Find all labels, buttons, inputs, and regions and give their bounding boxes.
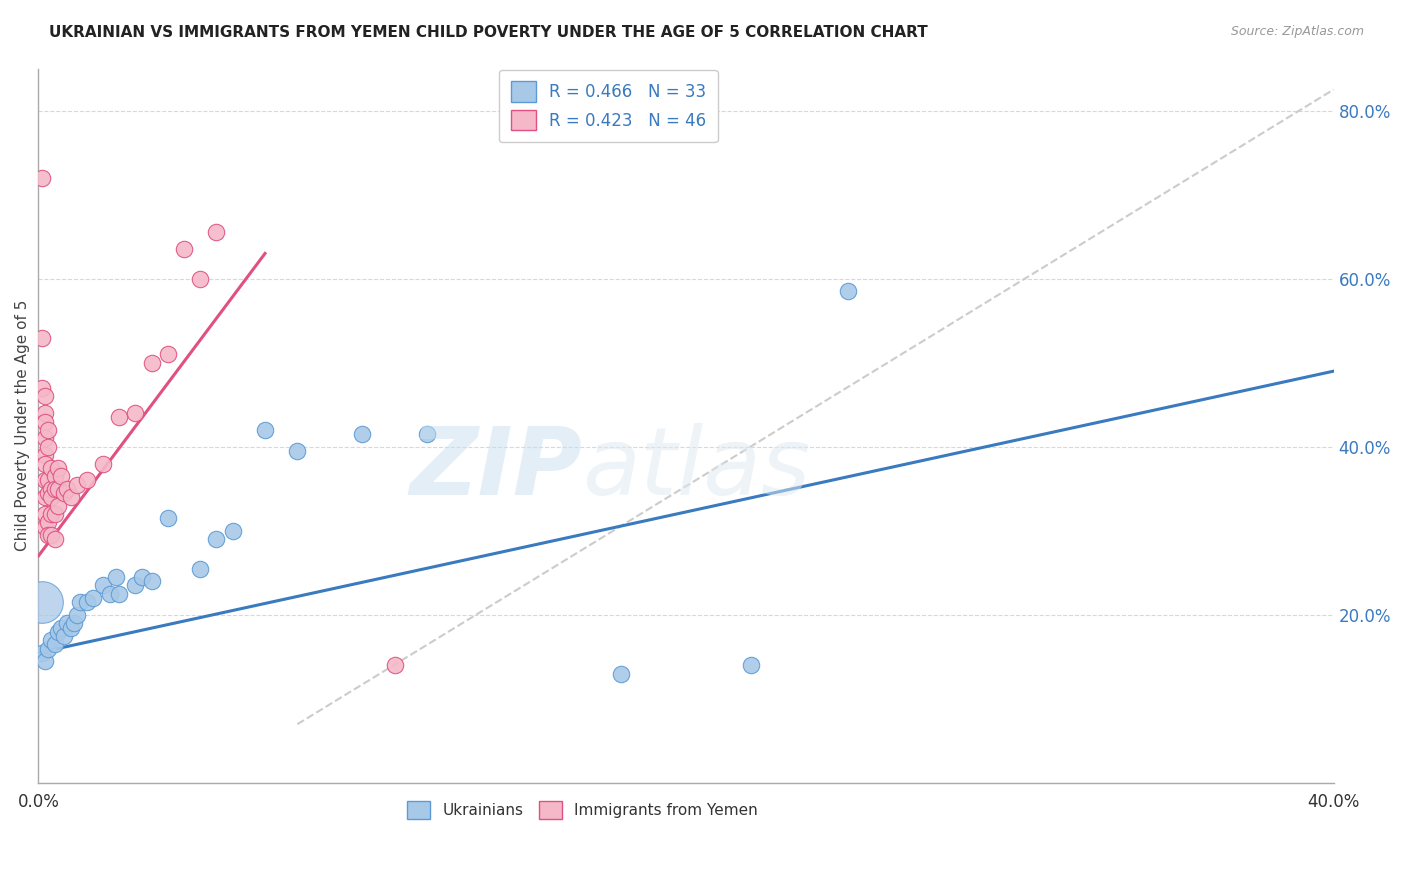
Point — [39, 460, 62, 475]
Point — [253, 423, 276, 437]
Legend: Ukrainians, Immigrants from Yemen: Ukrainians, Immigrants from Yemen — [401, 795, 763, 825]
Point — [34, 474, 56, 488]
Point — [31, 170, 53, 185]
Point — [141, 356, 163, 370]
Point — [37, 641, 59, 656]
Point — [53, 629, 76, 643]
Point — [39, 482, 62, 496]
Point — [34, 406, 56, 420]
Point — [44, 482, 66, 496]
Point — [46, 624, 69, 639]
Point — [37, 423, 59, 437]
Point — [221, 524, 243, 538]
Point — [34, 431, 56, 445]
Point — [37, 486, 59, 500]
Point — [34, 389, 56, 403]
Point — [105, 570, 128, 584]
Point — [34, 448, 56, 462]
Point — [156, 347, 179, 361]
Text: Source: ZipAtlas.com: Source: ZipAtlas.com — [1230, 25, 1364, 38]
Point — [352, 427, 374, 442]
Point — [39, 490, 62, 504]
Point — [39, 633, 62, 648]
Point — [31, 330, 53, 344]
Point — [49, 469, 72, 483]
Text: ZIP: ZIP — [409, 423, 582, 515]
Point — [108, 410, 131, 425]
Point — [46, 482, 69, 496]
Point — [34, 654, 56, 668]
Text: UKRAINIAN VS IMMIGRANTS FROM YEMEN CHILD POVERTY UNDER THE AGE OF 5 CORRELATION : UKRAINIAN VS IMMIGRANTS FROM YEMEN CHILD… — [49, 25, 928, 40]
Point — [34, 457, 56, 471]
Point — [44, 637, 66, 651]
Point — [156, 511, 179, 525]
Point — [63, 616, 86, 631]
Point — [31, 595, 53, 609]
Point — [91, 578, 114, 592]
Point — [837, 285, 859, 299]
Point — [34, 415, 56, 429]
Point — [610, 666, 633, 681]
Point — [53, 486, 76, 500]
Point — [76, 595, 98, 609]
Point — [141, 574, 163, 589]
Point — [31, 646, 53, 660]
Point — [66, 607, 89, 622]
Point — [39, 528, 62, 542]
Point — [49, 621, 72, 635]
Point — [173, 242, 195, 256]
Point — [31, 381, 53, 395]
Point — [69, 595, 91, 609]
Point — [205, 226, 228, 240]
Point — [76, 474, 98, 488]
Point — [82, 591, 104, 606]
Y-axis label: Child Poverty Under the Age of 5: Child Poverty Under the Age of 5 — [15, 300, 30, 551]
Point — [124, 406, 146, 420]
Point — [46, 460, 69, 475]
Point — [34, 507, 56, 521]
Point — [37, 474, 59, 488]
Point — [44, 533, 66, 547]
Point — [59, 621, 82, 635]
Point — [108, 587, 131, 601]
Point — [44, 469, 66, 483]
Point — [98, 587, 121, 601]
Point — [416, 427, 439, 442]
Point — [91, 457, 114, 471]
Point — [131, 570, 153, 584]
Point — [188, 271, 211, 285]
Point — [56, 482, 79, 496]
Point — [37, 528, 59, 542]
Point — [39, 507, 62, 521]
Point — [56, 616, 79, 631]
Point — [384, 658, 406, 673]
Point — [37, 440, 59, 454]
Point — [37, 516, 59, 530]
Point — [59, 490, 82, 504]
Point — [66, 477, 89, 491]
Point — [287, 444, 309, 458]
Point — [124, 578, 146, 592]
Point — [205, 533, 228, 547]
Point — [46, 499, 69, 513]
Point — [740, 658, 762, 673]
Point — [34, 490, 56, 504]
Point — [44, 507, 66, 521]
Text: atlas: atlas — [582, 423, 811, 514]
Point — [34, 519, 56, 533]
Point — [188, 562, 211, 576]
